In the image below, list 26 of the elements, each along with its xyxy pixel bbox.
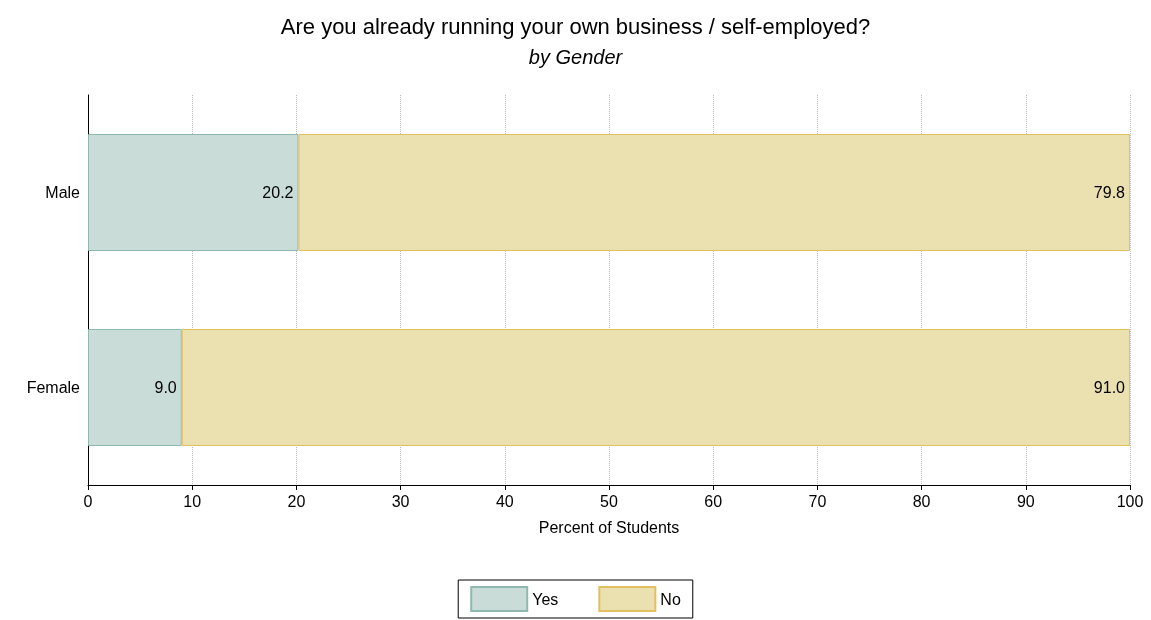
x-tick-label: 40 <box>495 492 514 510</box>
legend-label: Yes <box>532 590 559 608</box>
chart-subtitle: by Gender <box>528 46 624 68</box>
data-label: 9.0 <box>154 379 177 396</box>
x-tick-label: 80 <box>912 492 931 510</box>
data-label: 91.0 <box>1093 379 1126 396</box>
legend-label: No <box>660 590 681 608</box>
x-tick-label: 20 <box>287 492 306 510</box>
bar <box>181 329 1130 446</box>
x-tick-label: 70 <box>808 492 827 510</box>
y-tick-label: Female <box>26 379 81 396</box>
x-tick-label: 100 <box>1116 492 1144 510</box>
x-tick-label: 30 <box>391 492 410 510</box>
x-tick-label: 10 <box>183 492 202 510</box>
x-tick-label: 0 <box>83 492 93 510</box>
bar <box>298 134 1130 251</box>
data-label: 20.2 <box>262 184 294 201</box>
bar <box>88 329 182 446</box>
bar <box>88 134 299 251</box>
x-tick-label: 50 <box>600 492 618 510</box>
x-axis-title: Percent of Students <box>538 518 680 536</box>
data-label: 79.8 <box>1093 184 1126 201</box>
y-tick-label: Male <box>45 184 81 201</box>
chart-title: Are you already running your own business / self-employed? <box>280 13 871 39</box>
x-tick-label: 90 <box>1016 492 1035 510</box>
x-tick-label: 60 <box>704 492 723 510</box>
